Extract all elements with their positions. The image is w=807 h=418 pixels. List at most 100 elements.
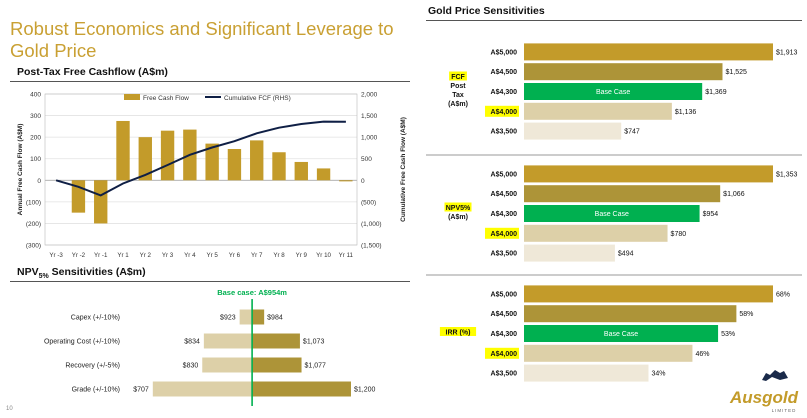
fcf-y-tick-label: 0 xyxy=(37,178,41,185)
fcf-bar xyxy=(250,140,264,181)
gold-price-label: A$3,500 xyxy=(491,129,518,136)
gold-price-label: A$4,000 xyxy=(491,351,518,358)
gold-value-label: $1,066 xyxy=(723,191,745,198)
gold-value-label: $747 xyxy=(624,129,640,136)
tornado-high-label: $1,073 xyxy=(303,339,325,346)
gold-bar xyxy=(524,224,668,242)
gold-base-case-label: Base Case xyxy=(595,211,629,218)
fcf-x-tick-label: Yr 1 xyxy=(117,252,129,259)
fcf-y2-tick-label: 500 xyxy=(361,156,372,163)
fcf-plot-frame xyxy=(44,93,358,246)
gold-value-label: $954 xyxy=(703,211,719,218)
gold-bar xyxy=(524,122,622,140)
fcf-y-tick-label: 100 xyxy=(30,156,41,163)
tornado-low-bar xyxy=(239,309,253,325)
fcf-x-tick-label: Yr 9 xyxy=(296,252,308,259)
fcf-x-tick-label: Yr 2 xyxy=(140,252,152,259)
fcf-x-tick-label: Yr 6 xyxy=(229,252,241,259)
npv-section-title: NPV5% Sensitivities (A$m) xyxy=(17,266,146,280)
tornado-row-label: Grade (+/-10%) xyxy=(72,387,120,394)
gold-value-label: 58% xyxy=(739,311,753,318)
gold-price-label: A$4,500 xyxy=(491,69,518,76)
gold-price-label: A$4,000 xyxy=(491,231,518,238)
tornado-row-label: Capex (+/-10%) xyxy=(71,315,120,322)
gold-value-label: $1,136 xyxy=(675,109,697,116)
gold-value-label: 46% xyxy=(695,351,709,358)
tornado-low-bar xyxy=(203,333,253,349)
gold-highlight-mark xyxy=(485,227,519,239)
logo-wordmark: Ausgold xyxy=(729,388,799,407)
tornado-high-label: $1,200 xyxy=(354,387,376,394)
gold-sensitivity-charts: A$5,000 $1,913 A$4,500 $1,525 A$4,300 $1,369 B… xyxy=(426,43,802,382)
tornado-low-label: $834 xyxy=(184,339,200,346)
fcf-y2-axis-title: Cumulative Free Cash Flow (A$M) xyxy=(400,117,407,222)
gold-price-label: A$4,300 xyxy=(491,211,518,218)
tornado-low-label: $923 xyxy=(220,315,236,322)
gold-bar xyxy=(524,244,615,262)
gold-highlight-mark xyxy=(485,105,519,117)
tornado-high-label: $1,077 xyxy=(305,363,327,370)
gold-metric-highlight xyxy=(444,202,472,212)
gold-bar xyxy=(524,165,773,183)
fcf-bar xyxy=(227,149,242,181)
gold-price-label: A$4,300 xyxy=(491,89,518,96)
slide-title: Robust Economics and Significant Leverag… xyxy=(10,18,410,62)
tornado-low-label: $830 xyxy=(183,363,199,370)
npv-title-sub: 5% xyxy=(38,273,49,281)
npv-tornado-chart: Base case: A$954m Capex (+/-10%) $923 $984 O… xyxy=(44,288,376,406)
fcf-y-tick-label: 400 xyxy=(30,92,41,99)
gold-value-label: $1,525 xyxy=(725,69,747,76)
fcf-y-tick-label: 300 xyxy=(30,113,41,120)
gold-metric-label: NPV5% xyxy=(446,205,471,212)
gold-base-case-label: Base Case xyxy=(596,89,630,96)
gold-metric-label: (A$m) xyxy=(448,101,468,108)
fcf-x-tick-label: Yr 4 xyxy=(184,252,196,259)
gold-bar xyxy=(524,185,721,203)
gold-highlight-mark xyxy=(485,347,519,359)
gold-value-label: $494 xyxy=(618,251,634,258)
tornado-base-label: Base case: A$954m xyxy=(217,288,287,297)
page-number: 10 xyxy=(6,406,13,412)
gold-value-label: 68% xyxy=(776,291,790,298)
fcf-legend-bar-label: Free Cash Flow xyxy=(143,95,189,102)
fcf-bar xyxy=(316,168,331,181)
gold-bar xyxy=(524,364,649,382)
fcf-y2-tick-label: (1,000) xyxy=(361,221,382,228)
gold-bar xyxy=(524,325,719,342)
fcf-x-tick-label: Yr 8 xyxy=(273,252,285,259)
fcf-bar xyxy=(205,143,219,181)
gold-bar xyxy=(524,305,737,323)
gold-metric-label: IRR (%) xyxy=(446,330,471,337)
fcf-bar xyxy=(94,180,108,224)
fcf-y-tick-label: (300) xyxy=(26,243,41,250)
fcf-cumulative-line xyxy=(55,120,346,197)
fcf-y-tick-label: 200 xyxy=(30,135,41,142)
gold-price-label: A$3,500 xyxy=(491,251,518,258)
npv-title-suffix: Sensitivities (A$m) xyxy=(48,266,146,278)
fcf-legend-line-label: Cumulative FCF (RHS) xyxy=(224,95,291,102)
fcf-x-tick-label: Yr 3 xyxy=(162,252,174,259)
fcf-x-tick-label: Yr 10 xyxy=(316,252,331,259)
gold-metric-highlight xyxy=(439,327,477,336)
gold-value-label: $1,353 xyxy=(776,171,798,178)
gold-value-label: 34% xyxy=(652,371,666,378)
gold-bar xyxy=(524,63,723,81)
fcf-bar xyxy=(272,152,286,181)
npv-section-rule xyxy=(10,281,410,282)
gold-metric-label: FCF xyxy=(451,74,465,81)
fcf-y-axis-title: Annual Free Cash Flow (A$M) xyxy=(17,124,24,216)
gold-price-label: A$4,000 xyxy=(491,109,518,116)
fcf-section-rule xyxy=(10,81,410,82)
tornado-high-bar xyxy=(252,357,302,373)
gold-metric-label: Tax xyxy=(452,92,464,99)
gold-bar xyxy=(524,43,773,61)
fcf-x-tick-label: Yr -3 xyxy=(49,252,63,259)
gold-value-label: $1,369 xyxy=(705,89,727,96)
gold-price-label: A$4,500 xyxy=(491,311,518,318)
gold-metric-highlight xyxy=(449,71,467,81)
fcf-y2-tick-label: 0 xyxy=(361,178,365,185)
fcf-chart: 400 300 200 100 0 (100) (200) (300) 2,000 1,500 1,… xyxy=(17,92,407,260)
gold-value-label: $780 xyxy=(671,231,687,238)
fcf-x-tick-label: Yr 11 xyxy=(339,252,354,259)
gold-bar xyxy=(524,285,773,303)
